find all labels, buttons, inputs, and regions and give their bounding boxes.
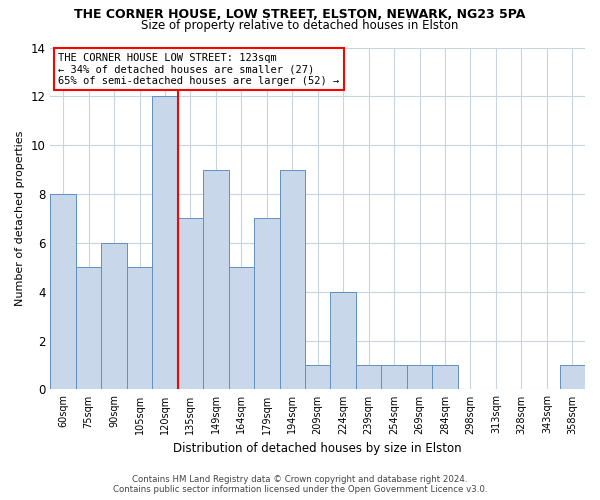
Bar	[280, 170, 305, 390]
Bar	[382, 365, 407, 390]
Bar	[407, 365, 432, 390]
Text: Contains HM Land Registry data © Crown copyright and database right 2024.
Contai: Contains HM Land Registry data © Crown c…	[113, 474, 487, 494]
Bar	[203, 170, 229, 390]
Bar	[127, 268, 152, 390]
Bar	[101, 243, 127, 390]
Bar	[560, 365, 585, 390]
Bar	[50, 194, 76, 390]
Bar	[305, 365, 331, 390]
Bar	[356, 365, 382, 390]
Bar	[178, 218, 203, 390]
Bar	[331, 292, 356, 390]
Bar	[152, 96, 178, 390]
Bar	[432, 365, 458, 390]
Text: THE CORNER HOUSE LOW STREET: 123sqm
← 34% of detached houses are smaller (27)
65: THE CORNER HOUSE LOW STREET: 123sqm ← 34…	[58, 52, 340, 86]
X-axis label: Distribution of detached houses by size in Elston: Distribution of detached houses by size …	[173, 442, 462, 455]
Text: Size of property relative to detached houses in Elston: Size of property relative to detached ho…	[142, 18, 458, 32]
Text: THE CORNER HOUSE, LOW STREET, ELSTON, NEWARK, NG23 5PA: THE CORNER HOUSE, LOW STREET, ELSTON, NE…	[74, 8, 526, 20]
Bar	[229, 268, 254, 390]
Bar	[76, 268, 101, 390]
Y-axis label: Number of detached properties: Number of detached properties	[15, 131, 25, 306]
Bar	[254, 218, 280, 390]
